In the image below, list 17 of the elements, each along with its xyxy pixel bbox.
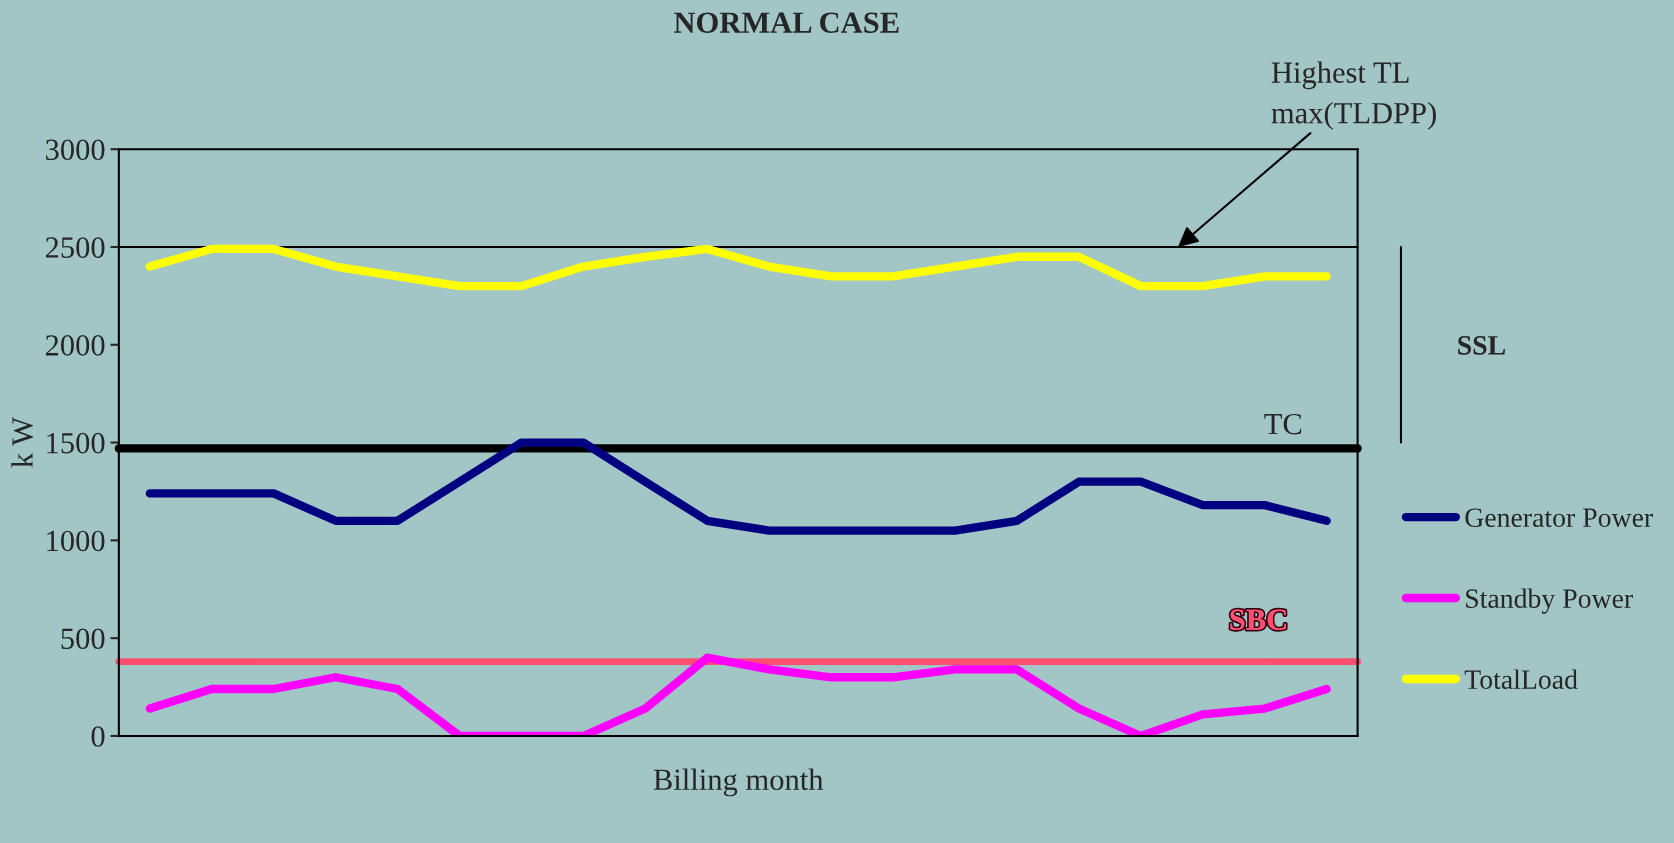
text: SSL [1458, 336, 1505, 355]
x-axis-title: Billing month [653, 768, 824, 797]
y-tick-label: 3000 [46, 139, 105, 161]
y-tick-label: 2500 [45, 237, 105, 258]
ref-line-label: TC [1264, 413, 1302, 435]
y-tick-label: 1000 [47, 530, 105, 552]
chart-title: NORMAL CASE [674, 12, 899, 33]
legend-label: TotalLoad [1464, 669, 1578, 689]
legend-label: Standby Power [1466, 588, 1633, 614]
y-tick-label: 500 [61, 628, 105, 650]
y-tick-label: 1500 [47, 432, 105, 454]
ref-line-label: SBC [1230, 609, 1286, 630]
y-axis-title: k W [11, 417, 33, 468]
legend-label: Generator Power [1465, 508, 1653, 528]
ref-line-label: Highest TL max(TLDPP) [1271, 61, 1436, 130]
y-tick-label: 2000 [45, 335, 105, 356]
y-tick-label: 0 [91, 726, 105, 747]
